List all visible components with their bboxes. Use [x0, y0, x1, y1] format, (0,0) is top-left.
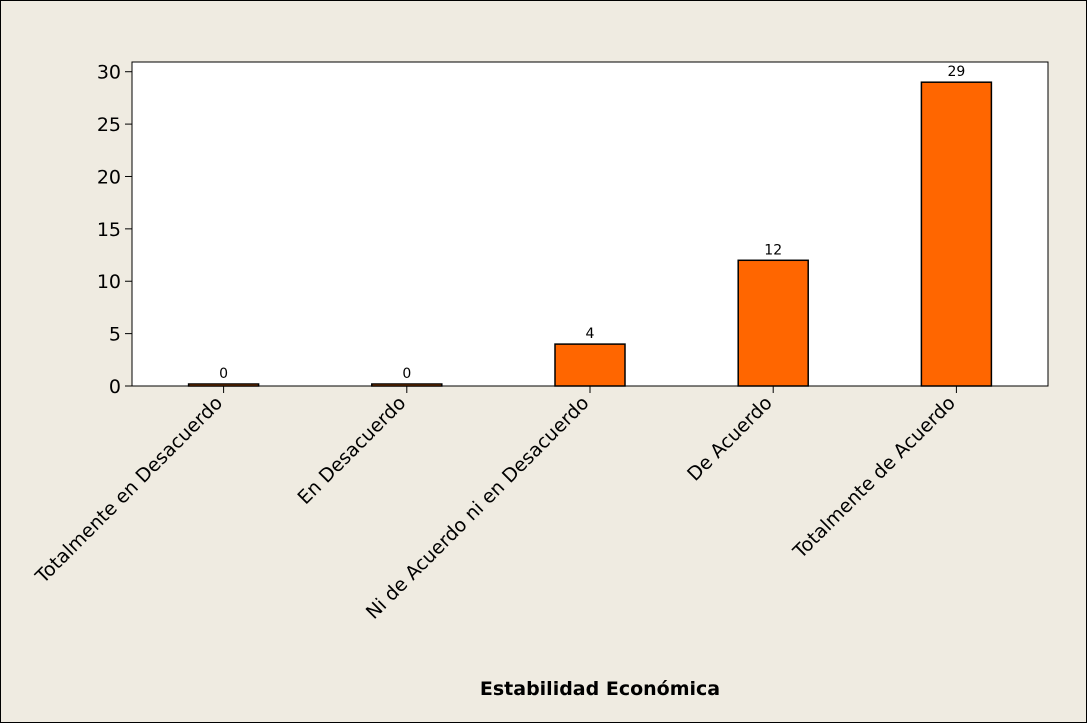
data-label: 0 — [402, 366, 411, 382]
plot-area — [131, 61, 1049, 387]
bar — [554, 343, 626, 387]
y-tick-label: 10 — [97, 271, 121, 293]
bar-series — [187, 81, 993, 387]
bar — [920, 81, 993, 387]
y-tick-label: 30 — [97, 62, 121, 84]
y-tick-label: 25 — [97, 114, 121, 136]
bar — [371, 383, 443, 387]
x-axis: Totalmente en Desacuerdo En DesacuerdoNi … — [31, 386, 960, 624]
x-category-label: Totalmente de Acuerdo — [788, 392, 960, 564]
bar — [737, 259, 809, 387]
data-label: 4 — [586, 326, 595, 342]
y-axis: 0 5 10 15 20 25 30 — [97, 62, 132, 398]
y-tick-label: 15 — [97, 219, 121, 241]
x-axis-title: Estabilidad Económica — [480, 678, 720, 700]
bar — [187, 383, 260, 387]
y-tick-label: 0 — [109, 376, 121, 398]
y-tick-label: 5 — [109, 324, 121, 346]
y-tick-label: 20 — [97, 166, 121, 188]
x-category-label: De Acuerdo — [683, 392, 777, 486]
x-category-label: Totalmente en Desacuerdo — [31, 392, 227, 588]
data-label: 12 — [764, 242, 782, 258]
x-category-label: Ni de Acuerdo ni en Desacuerdo — [362, 392, 594, 624]
data-labels: 0 0 4 12 29 — [219, 64, 965, 382]
data-label: 0 — [219, 366, 228, 382]
data-label: 29 — [947, 64, 965, 80]
x-category-label: En Desacuerdo — [293, 392, 410, 509]
